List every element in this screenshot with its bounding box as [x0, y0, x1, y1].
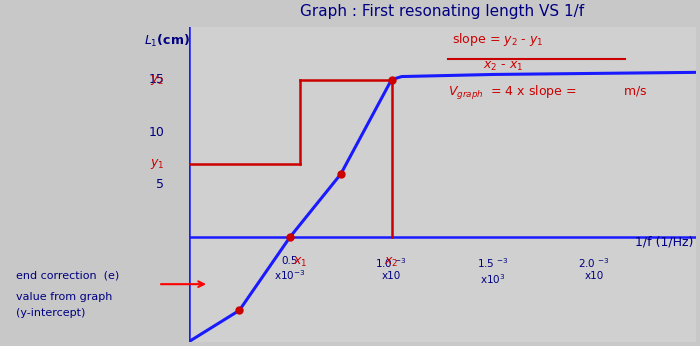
- Point: [335, 171, 346, 177]
- Text: $x_2$ - $x_1$: $x_2$ - $x_1$: [483, 60, 523, 73]
- Point: [234, 308, 245, 313]
- Text: 10: 10: [148, 126, 164, 139]
- Text: $L_1$(cm): $L_1$(cm): [144, 33, 190, 49]
- Text: 2.0 $^{-3}$
x10: 2.0 $^{-3}$ x10: [578, 256, 610, 281]
- Title: Graph : First resonating length VS 1/f: Graph : First resonating length VS 1/f: [300, 4, 584, 19]
- Text: $y_1$: $y_1$: [150, 157, 164, 171]
- Text: 1.5 $^{-3}$
x10$^3$: 1.5 $^{-3}$ x10$^3$: [477, 256, 509, 286]
- Text: $V_{graph}$  = 4 x slope =            m/s: $V_{graph}$ = 4 x slope = m/s: [448, 83, 648, 101]
- Text: 0.5
x10$^{-3}$: 0.5 x10$^{-3}$: [274, 256, 306, 282]
- Text: 15: 15: [148, 73, 164, 86]
- Text: 5: 5: [156, 178, 164, 191]
- Text: $x_2$: $x_2$: [384, 256, 399, 269]
- Text: 1.0 $^{-3}$
x10: 1.0 $^{-3}$ x10: [375, 256, 407, 281]
- Text: 1/f (1/Hz): 1/f (1/Hz): [635, 236, 693, 249]
- Text: $y_2$: $y_2$: [150, 73, 164, 87]
- Text: (y-intercept): (y-intercept): [16, 308, 85, 318]
- Text: slope = $y_2$ - $y_1$: slope = $y_2$ - $y_1$: [452, 31, 544, 48]
- Text: value from graph: value from graph: [16, 292, 113, 302]
- Point: [386, 77, 397, 82]
- Point: [284, 234, 295, 240]
- Text: end correction  (e): end correction (e): [16, 271, 120, 281]
- Text: $x_1$: $x_1$: [293, 256, 307, 269]
